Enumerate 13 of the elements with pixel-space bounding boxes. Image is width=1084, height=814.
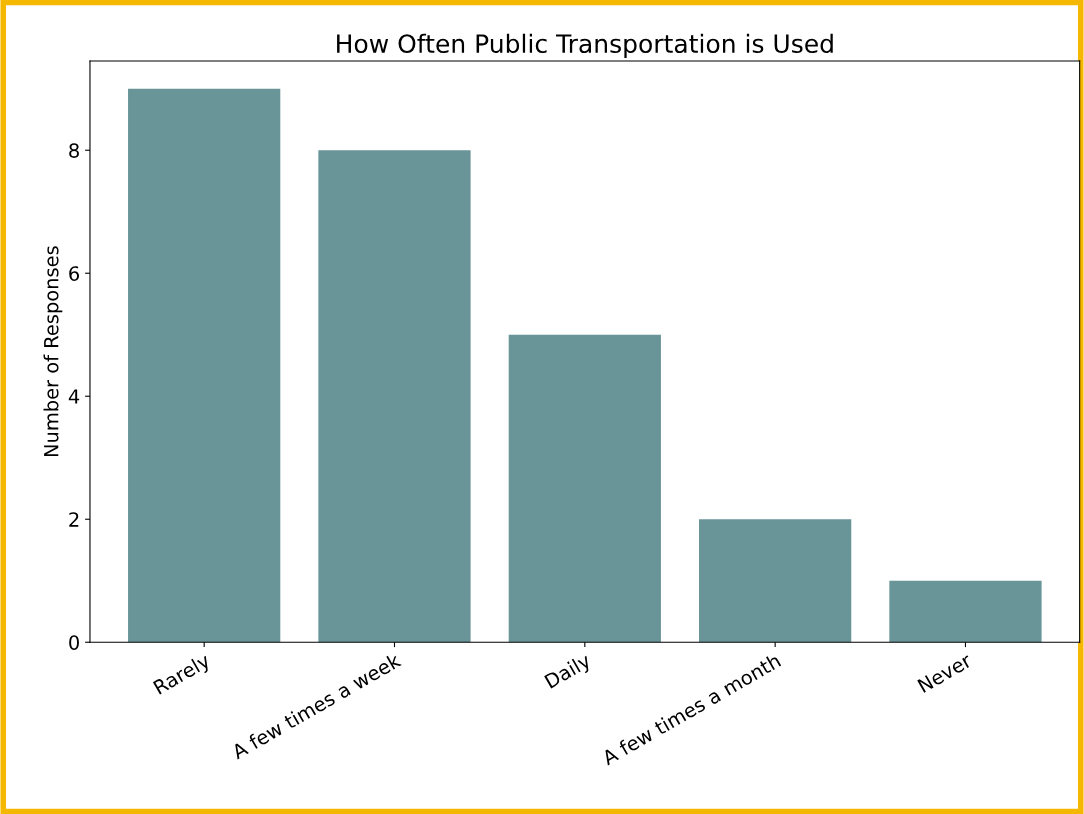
y-tick-label: 8 (69, 143, 79, 158)
bar (889, 580, 1042, 643)
bar (128, 88, 281, 643)
y-tick-label: 2 (69, 512, 79, 527)
bar (318, 150, 471, 643)
bar (699, 519, 852, 643)
chart-title: How Often Public Transportation is Used (337, 33, 833, 58)
y-tick-label: 0 (69, 635, 79, 650)
y-tick-label: 4 (68, 389, 80, 404)
x-tick-label: Daily (543, 652, 594, 692)
y-axis-title: Number of Responses (43, 246, 63, 457)
y-tick-label: 6 (69, 266, 80, 281)
bar (508, 334, 661, 643)
